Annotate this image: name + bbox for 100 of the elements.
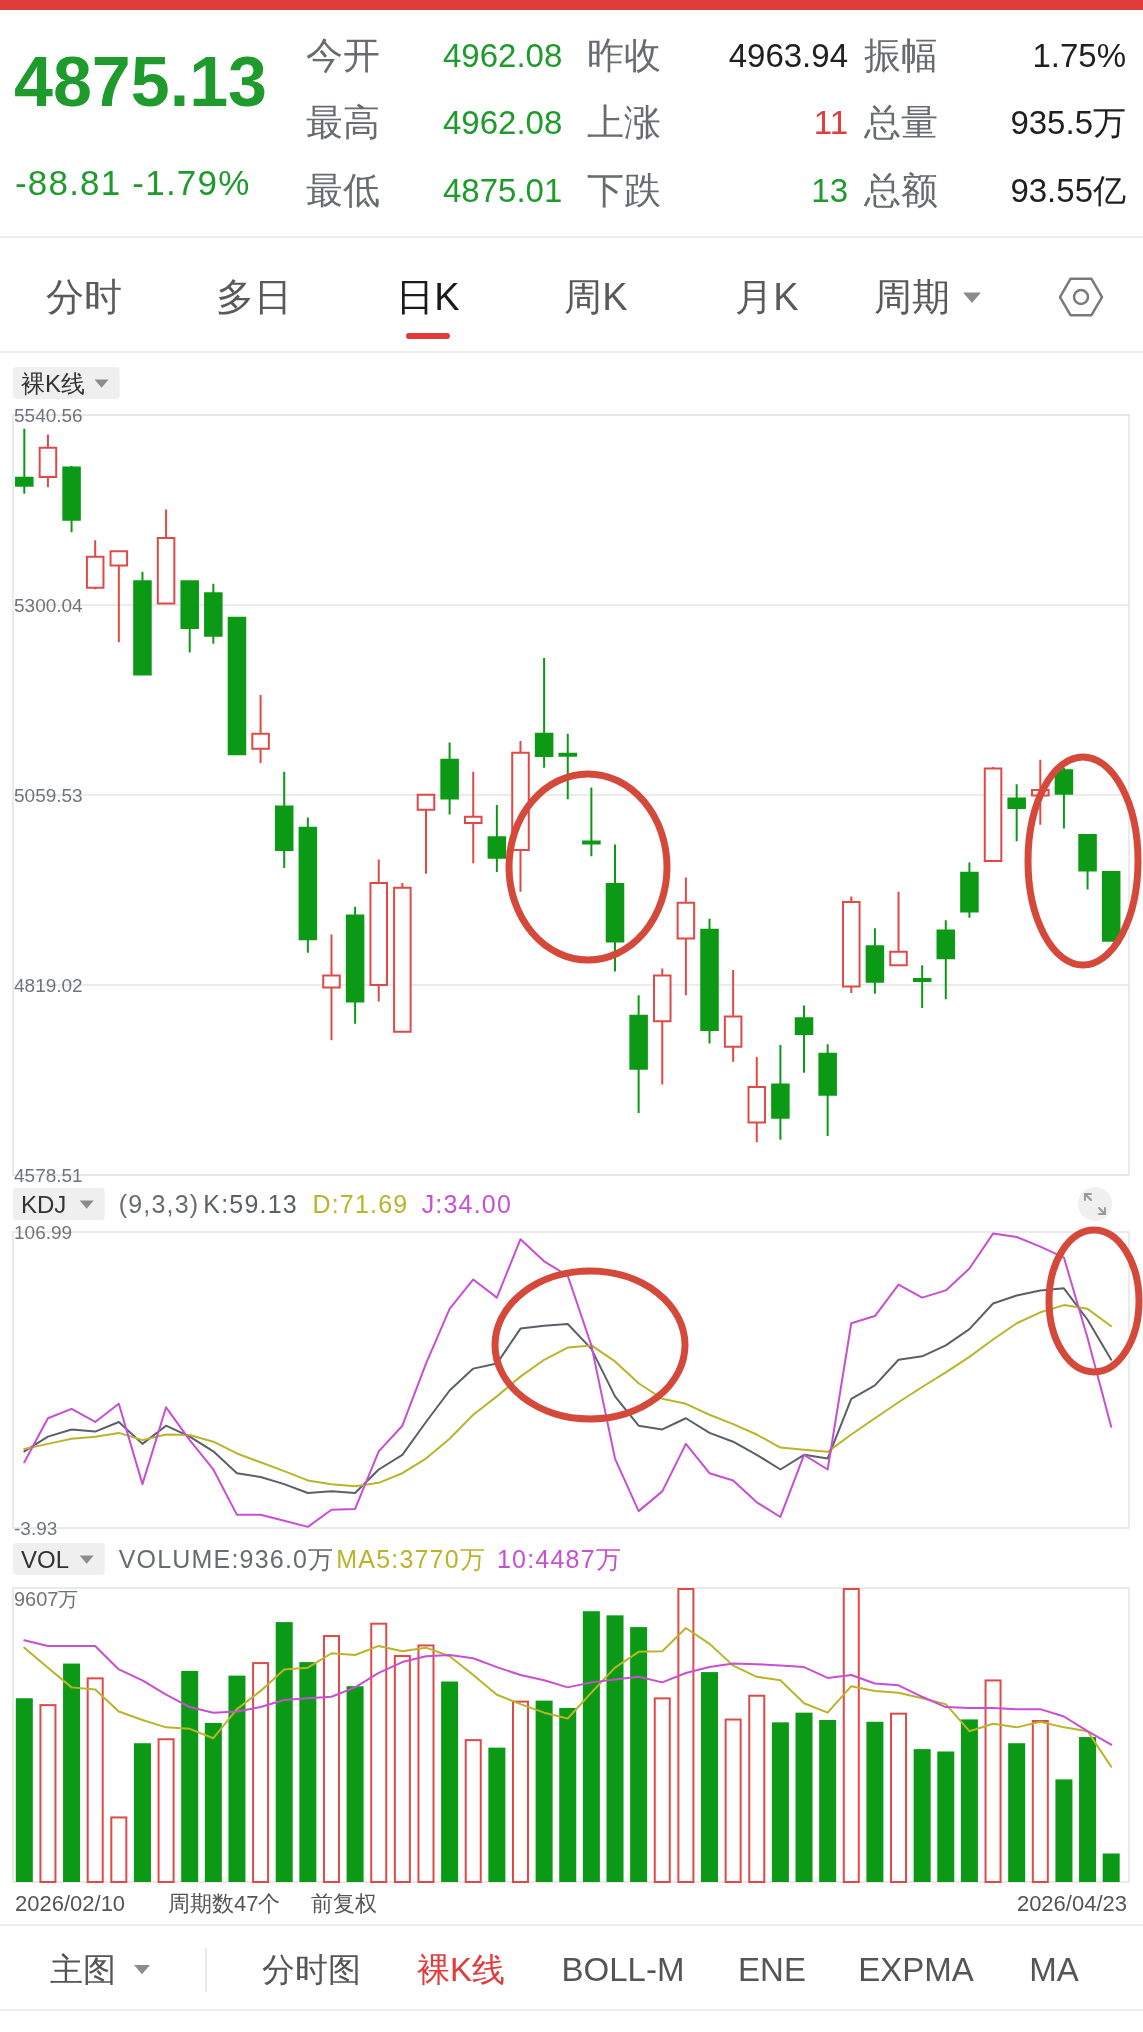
candlestick (771, 1044, 790, 1141)
candlestick (440, 741, 459, 816)
bar (748, 1694, 766, 1883)
candlestick (15, 427, 34, 495)
candlestick (582, 786, 601, 858)
text: 11 (813, 103, 848, 141)
candlestick (700, 917, 719, 1045)
text: 分时 (46, 276, 122, 318)
bar (606, 1615, 624, 1882)
bar (393, 1655, 411, 1883)
bar (511, 1700, 529, 1883)
bar (252, 1662, 270, 1883)
text: 裸K线 (416, 1950, 506, 1988)
text: 4875.13 (14, 43, 268, 121)
text: 下跌 (587, 169, 661, 211)
text: EXPMA (858, 1950, 974, 1988)
bar (701, 1672, 719, 1882)
candlestick (227, 615, 247, 757)
y-tick-label: 5059.53 (14, 784, 83, 806)
candlestick (960, 861, 979, 919)
text: 93.55亿 (1010, 171, 1126, 209)
text: 周期 (874, 276, 950, 318)
y-tick-label: 106.99 (14, 1221, 73, 1243)
text: 总量 (863, 101, 938, 143)
bar (488, 1747, 506, 1882)
candlestick (652, 967, 672, 1086)
chart-subtitle: VOLUME:936.0万 (118, 1545, 335, 1573)
bar (39, 1704, 57, 1883)
candlestick (393, 882, 412, 1033)
text: ENE (738, 1950, 806, 1988)
candlestick (1078, 833, 1097, 891)
text: 主图 (50, 1950, 116, 1988)
candlestick (251, 694, 270, 765)
candlestick (133, 570, 152, 676)
bar (110, 1816, 128, 1883)
text: 4962.08 (443, 103, 563, 141)
bar (819, 1720, 837, 1882)
bar (181, 1670, 199, 1882)
y-tick-label: 5300.04 (14, 594, 84, 616)
annotation: 9607万 (14, 1588, 79, 1611)
bar (464, 1739, 482, 1883)
bar (417, 1644, 435, 1883)
text: 4962.08 (443, 36, 563, 74)
candlestick (180, 579, 199, 654)
candlestick (416, 792, 436, 875)
bar (937, 1751, 955, 1882)
chart-subtitle: (9,3,3) (118, 1190, 200, 1218)
bar (795, 1712, 813, 1882)
bar (630, 1627, 648, 1882)
bar (559, 1707, 577, 1882)
text: 分时图 (261, 1950, 361, 1988)
text: MA (1029, 1950, 1079, 1988)
candlestick (1007, 783, 1026, 843)
chart-title: 裸K线 (21, 369, 86, 397)
text: 振幅 (864, 34, 938, 76)
candlestick (274, 770, 294, 870)
candlestick (369, 858, 388, 1003)
bar (984, 1679, 1002, 1883)
text: 月K (735, 276, 799, 318)
bar (866, 1721, 884, 1882)
candlestick (629, 994, 648, 1114)
bar (1055, 1779, 1073, 1882)
bar (157, 1738, 175, 1883)
candlestick (794, 1004, 814, 1074)
candlestick (558, 732, 578, 801)
text: 今开 (306, 34, 380, 76)
text: 周K (564, 276, 628, 318)
bar (63, 1663, 81, 1882)
text: 最高 (306, 101, 380, 143)
candlestick (983, 765, 1003, 862)
candlestick (1054, 766, 1074, 830)
candlestick (463, 770, 483, 865)
text: 周期数47个 (168, 1890, 281, 1916)
bar (1008, 1743, 1026, 1882)
text: 935.5万 (1010, 103, 1126, 141)
chart-title: VOL (21, 1545, 70, 1573)
candlestick (676, 876, 696, 997)
bar (204, 1722, 222, 1882)
text: -88.81 -1.79% (15, 162, 251, 202)
text: 总额 (863, 169, 938, 211)
candlestick (912, 964, 932, 1009)
candlestick (38, 433, 58, 489)
candlestick (936, 919, 956, 1001)
text: 最低 (306, 169, 380, 211)
text: D:71.69 (312, 1190, 409, 1218)
candlestick (322, 933, 341, 1042)
text: 13 (811, 171, 848, 209)
candlestick (865, 927, 885, 995)
text: 4875.01 (443, 171, 563, 209)
text: 上涨 (587, 101, 661, 143)
candlestick (62, 465, 81, 534)
candlestick (723, 969, 743, 1063)
bar (535, 1700, 553, 1882)
bar (771, 1722, 789, 1882)
candlestick (345, 905, 365, 1025)
bar (582, 1611, 600, 1882)
bar (1079, 1737, 1097, 1882)
chart-title: KDJ (21, 1190, 67, 1218)
candlestick (85, 539, 105, 591)
bar (15, 1698, 33, 1882)
